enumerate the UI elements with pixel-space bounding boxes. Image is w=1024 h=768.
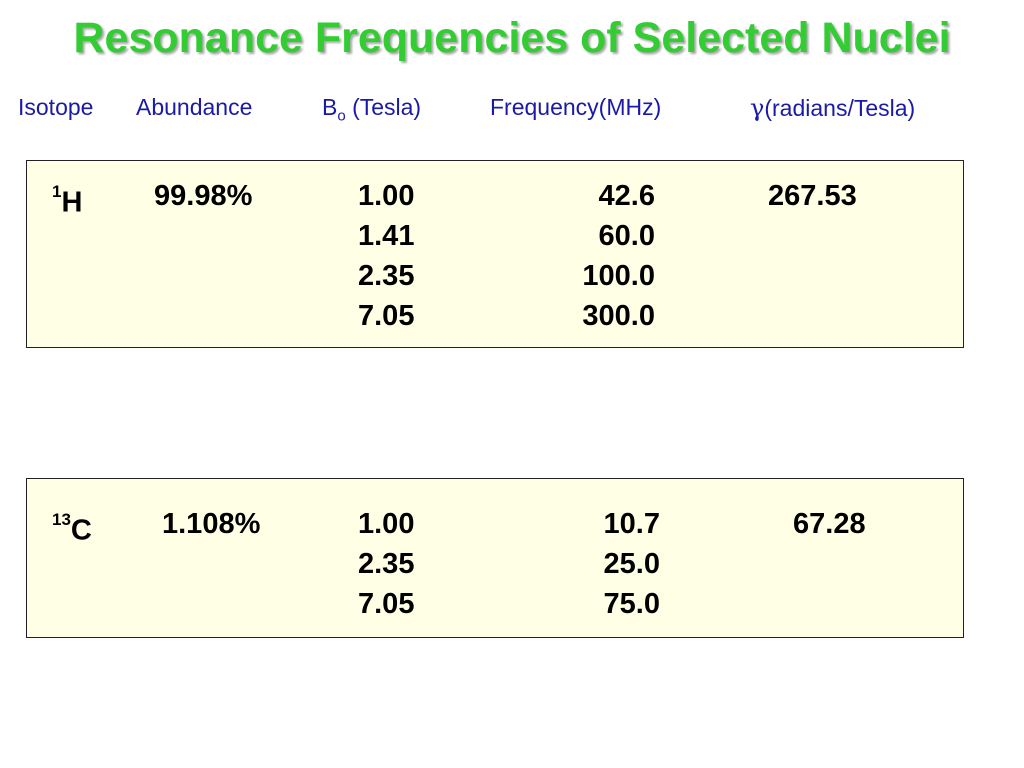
header-bo-main: B xyxy=(322,94,338,120)
header-bo-unit: (Tesla) xyxy=(352,94,422,120)
header-field-strength: Bo (Tesla) xyxy=(322,94,421,125)
frequency-value: 300.0 xyxy=(582,300,655,332)
isotope-c13-mass: 13 xyxy=(52,510,71,529)
b0-list-c13: 1.00 2.35 7.05 xyxy=(358,504,414,624)
frequency-value: 25.0 xyxy=(603,548,660,580)
frequency-value: 75.0 xyxy=(603,588,660,620)
header-abundance: Abundance xyxy=(136,94,253,120)
isotope-box-h1 xyxy=(26,160,964,348)
b0-value: 1.41 xyxy=(358,220,415,252)
gamma-h1: 267.53 xyxy=(768,180,857,212)
b0-value: 1.00 xyxy=(358,508,415,540)
b0-value: 7.05 xyxy=(358,300,415,332)
frequency-value: 100.0 xyxy=(582,260,655,292)
abundance-c13: 1.108% xyxy=(162,508,261,540)
isotope-c13-element: C xyxy=(70,514,92,547)
isotope-c13: 13C xyxy=(52,504,92,551)
frequency-list-c13: 10.7 25.0 75.0 xyxy=(520,504,660,624)
frequency-value: 60.0 xyxy=(598,220,655,252)
page-title: Resonance Frequencies of Selected Nuclei xyxy=(73,14,951,62)
frequency-value: 42.6 xyxy=(598,180,655,212)
header-gamma: γ(radians/Tesla) xyxy=(750,94,915,122)
b0-value: 2.35 xyxy=(358,548,415,580)
b0-value: 2.35 xyxy=(358,260,415,292)
header-isotope: Isotope xyxy=(18,94,94,120)
b0-value: 1.00 xyxy=(358,180,415,212)
gamma-c13: 67.28 xyxy=(793,508,866,540)
isotope-h1-mass: 1 xyxy=(52,182,62,201)
abundance-h1: 99.98% xyxy=(154,180,253,212)
isotope-h1-element: H xyxy=(61,186,83,219)
frequency-list-h1: 42.6 60.0 100.0 300.0 xyxy=(520,176,655,336)
frequency-value: 10.7 xyxy=(603,508,660,540)
header-gamma-unit: (radians/Tesla) xyxy=(764,95,916,121)
isotope-h1: 1H xyxy=(52,176,82,223)
b0-value: 7.05 xyxy=(358,588,415,620)
b0-list-h1: 1.00 1.41 2.35 7.05 xyxy=(358,176,414,336)
isotope-box-c13 xyxy=(26,478,964,638)
gamma-symbol: γ xyxy=(750,94,765,122)
header-bo-sub: o xyxy=(337,107,346,125)
header-frequency: Frequency(MHz) xyxy=(490,94,662,120)
